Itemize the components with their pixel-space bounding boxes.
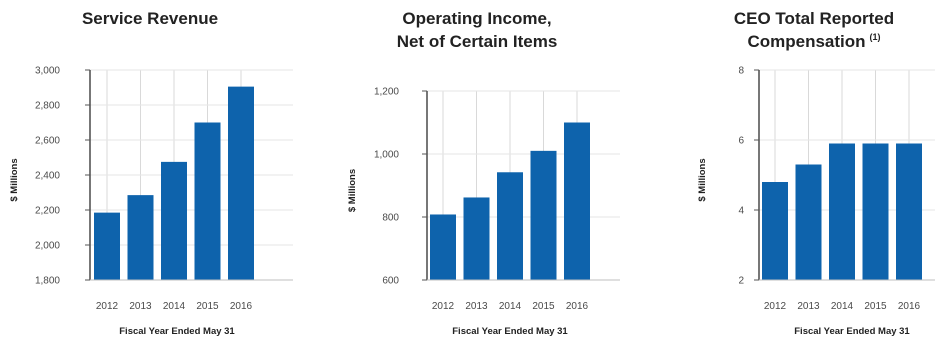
bar-2013 — [795, 164, 822, 280]
bar-2013 — [463, 197, 490, 280]
bar-2013 — [127, 195, 154, 280]
bar-2016 — [564, 122, 590, 280]
chart-title-line: CEO Total Reported — [734, 9, 894, 28]
bar-2012 — [430, 214, 456, 280]
y-tick-label: 2 — [738, 276, 744, 287]
x-tick-label: 2015 — [532, 301, 555, 312]
x-tick-label: 2016 — [898, 301, 921, 312]
x-axis-label: Fiscal Year Ended May 31 — [119, 326, 235, 337]
y-tick-label: 3,000 — [35, 66, 60, 77]
y-tick-label: 2,800 — [35, 101, 60, 112]
x-tick-label: 2012 — [96, 301, 119, 312]
y-tick-label: 1,200 — [374, 87, 399, 98]
x-tick-label: 2015 — [864, 301, 887, 312]
y-tick-label: 6 — [738, 136, 744, 147]
title-footnote-marker: (1) — [870, 32, 881, 42]
x-axis-label: Fiscal Year Ended May 31 — [452, 326, 568, 337]
x-tick-label: 2016 — [230, 301, 253, 312]
x-tick-label: 2012 — [432, 301, 455, 312]
y-tick-label: 600 — [382, 276, 399, 287]
x-tick-label: 2014 — [163, 301, 186, 312]
bar-2014 — [829, 143, 855, 280]
bar-2015 — [862, 143, 889, 280]
chart-title: CEO Total Reported Compensation (1) — [734, 9, 894, 51]
y-tick-label: 2,600 — [35, 136, 60, 147]
bar-2014 — [497, 172, 523, 280]
bar-2016 — [228, 86, 254, 280]
y-tick-label: 2,400 — [35, 171, 60, 182]
x-tick-label: 2016 — [566, 301, 589, 312]
chart-title-line: Net of Certain Items — [397, 32, 558, 51]
y-tick-label: 8 — [738, 66, 744, 77]
bar-2015 — [194, 122, 221, 280]
y-tick-label: 2,000 — [35, 241, 60, 252]
y-axis-label: $ Millions — [347, 169, 358, 212]
chart-title-line: Compensation — [747, 32, 865, 51]
bar-2015 — [530, 150, 557, 280]
y-tick-label: 800 — [382, 213, 399, 224]
x-tick-label: 2013 — [465, 301, 488, 312]
chart-title-line: Service Revenue — [82, 9, 218, 28]
bar-2016 — [896, 143, 922, 280]
x-tick-label: 2013 — [129, 301, 152, 312]
y-tick-label: 1,800 — [35, 276, 60, 287]
bar-2014 — [161, 161, 187, 280]
x-tick-label: 2013 — [797, 301, 820, 312]
x-tick-label: 2014 — [499, 301, 522, 312]
x-tick-label: 2014 — [831, 301, 854, 312]
y-axis-label: $ Millions — [697, 158, 708, 201]
x-tick-label: 2012 — [764, 301, 787, 312]
chart-title: Service Revenue — [82, 9, 218, 28]
bar-2012 — [762, 182, 788, 280]
y-axis-label: $ Millions — [9, 158, 20, 201]
chart-title-line: Operating Income, — [402, 9, 551, 28]
service-revenue-chart: Service Revenue 1,800 2,000 2,200 2,400 2,600… — [9, 9, 293, 337]
x-tick-label: 2015 — [196, 301, 219, 312]
chart-title: Operating Income, Net of Certain Items — [397, 9, 558, 51]
y-tick-label: 4 — [738, 206, 744, 217]
y-tick-label: 1,000 — [374, 150, 399, 161]
ceo-compensation-chart: CEO Total Reported Compensation (1) 2 4 6 8 201… — [697, 9, 935, 337]
bar-2012 — [94, 212, 120, 280]
x-axis-label: Fiscal Year Ended May 31 — [794, 326, 910, 337]
operating-income-chart: Operating Income, Net of Certain Items 600… — [347, 9, 620, 337]
y-tick-label: 2,200 — [35, 206, 60, 217]
